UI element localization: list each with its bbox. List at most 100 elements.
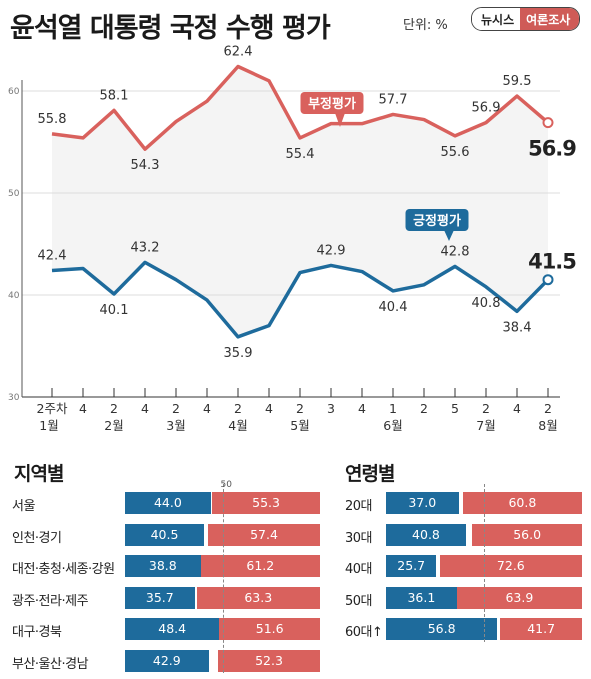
line-chart: 30 40 50 60 2주차 4 2 4 2 4 2 4 2 3 4 1 2 5 2 4 2 1월 2월 3월 4월 5월 6월 7… (8, 45, 577, 433)
x-tick-label: 4 (265, 401, 273, 416)
positive-data-label: 42.8 (441, 244, 470, 259)
x-tick-label: 2 (110, 401, 118, 416)
negative-data-label: 57.7 (379, 92, 408, 107)
x-month-label: 1월 (39, 418, 58, 433)
positive-data-label: 40.1 (100, 303, 129, 318)
negative-data-label: 55.8 (38, 112, 67, 127)
negative-data-label: 54.3 (131, 158, 160, 173)
category-label: 서울 (12, 499, 35, 514)
positive-bar: 44.0 (125, 492, 211, 514)
category-label: 20대 (345, 499, 373, 514)
negative-data-label: 55.4 (286, 147, 315, 162)
positive-bar: 42.9 (125, 649, 209, 672)
negative-bar: 61.2 (200, 555, 320, 577)
negative-data-label: 55.6 (441, 145, 470, 160)
positive-data-label: 42.4 (38, 249, 67, 264)
y-tick-label: 50 (8, 189, 20, 199)
midpoint-line (484, 484, 485, 642)
category-label: 30대 (345, 530, 373, 546)
negative-bar: 63.9 (456, 586, 582, 609)
negative-bar: 57.4 (208, 523, 320, 546)
positive-bar: 40.8 (386, 523, 466, 546)
category-label: 광주·전라·제주 (12, 593, 89, 609)
positive-tag-pointer (444, 230, 454, 241)
negative-data-label: 56.9 (472, 101, 501, 116)
region-title: 지역별 (14, 463, 64, 485)
x-tick-label: 2 (296, 401, 304, 416)
negative-bar: 63.3 (196, 586, 320, 609)
x-tick-label: 4 (141, 401, 149, 416)
negative-bar: 55.3 (212, 492, 320, 514)
x-month-label: 8월 (538, 418, 557, 433)
positive-bar: 56.8 (386, 618, 498, 640)
x-tick-label: 4 (513, 401, 521, 416)
x-month-label: 6월 (383, 418, 402, 433)
x-tick-label: 2 (172, 401, 180, 416)
x-month-label: 7월 (476, 418, 495, 433)
negative-tag-label: 부정평가 (308, 96, 356, 112)
x-month-label: 3월 (166, 418, 185, 433)
negative-final-label: 56.9 (528, 137, 576, 161)
negative-data-label: 58.1 (100, 88, 129, 103)
positive-tag-box (405, 209, 469, 231)
x-tick-label: 4 (358, 401, 366, 416)
x-month-label: 2월 (104, 418, 123, 433)
negative-bar: 52.3 (218, 649, 320, 672)
positive-end-point (542, 274, 554, 286)
age-title: 연령별 (345, 463, 395, 485)
category-label: 부산·울산·경남 (12, 656, 89, 672)
x-tick-label: 1 (389, 401, 397, 416)
midpoint-line (222, 484, 224, 673)
positive-bar: 40.5 (125, 523, 204, 546)
x-tick-label: 5 (451, 401, 459, 416)
unit-label: 단위: % (403, 18, 448, 33)
x-tick-label: 2 (482, 401, 490, 416)
news-brand-badge: 뉴시스 여론조사 (471, 7, 581, 31)
category-label: 50대 (345, 593, 373, 609)
brand-left: 뉴시스 (472, 8, 521, 30)
x-tick-label: 2 (234, 401, 242, 416)
y-tick-label: 40 (8, 291, 20, 301)
positive-final-label: 41.5 (528, 250, 576, 274)
negative-tag-box (300, 92, 364, 114)
negative-end-point (542, 117, 554, 129)
x-tick-label: 2 (420, 401, 428, 416)
y-tick-label: 30 (8, 393, 20, 403)
negative-bar: 51.6 (219, 618, 320, 640)
positive-bar: 35.7 (125, 586, 195, 609)
negative-data-label: 59.5 (503, 74, 532, 89)
negative-bar: 41.7 (500, 618, 582, 640)
positive-bar: 36.1 (386, 586, 457, 609)
x-tick-label: 2주차 (37, 401, 68, 416)
positive-bar: 25.7 (386, 555, 437, 577)
category-label: 60대↑ (345, 625, 383, 640)
positive-data-label: 42.9 (317, 243, 346, 258)
brand-right: 여론조사 (520, 8, 580, 30)
negative-tag-pointer (335, 113, 345, 127)
x-tick-label: 4 (203, 401, 211, 416)
negative-data-label: 62.4 (224, 45, 253, 60)
positive-data-label: 43.2 (131, 240, 160, 255)
category-label: 40대 (345, 562, 373, 577)
positive-bar: 48.4 (125, 618, 220, 640)
positive-data-label: 38.4 (503, 320, 532, 335)
negative-bar: 60.8 (462, 492, 582, 514)
category-label: 인천·경기 (12, 530, 62, 546)
category-label: 대구·경북 (12, 625, 62, 640)
x-month-label: 5월 (290, 418, 309, 433)
reference-line-label: 50 (220, 480, 232, 490)
negative-bar: 72.6 (439, 555, 582, 577)
y-tick-label: 60 (8, 87, 20, 97)
positive-data-label: 40.4 (379, 300, 408, 315)
x-tick-label: 3 (327, 401, 335, 416)
x-tick-label: 2 (544, 401, 552, 416)
positive-bar: 37.0 (386, 492, 459, 514)
x-month-label: 4월 (228, 418, 247, 433)
positive-bar: 38.8 (125, 555, 201, 577)
positive-tag-label: 긍정평가 (413, 213, 461, 229)
negative-bar: 56.0 (472, 523, 582, 546)
positive-data-label: 40.8 (472, 296, 501, 311)
positive-data-label: 35.9 (224, 346, 253, 361)
x-tick-label: 4 (79, 401, 87, 416)
category-label: 대전·충청·세종·강원 (12, 562, 115, 577)
